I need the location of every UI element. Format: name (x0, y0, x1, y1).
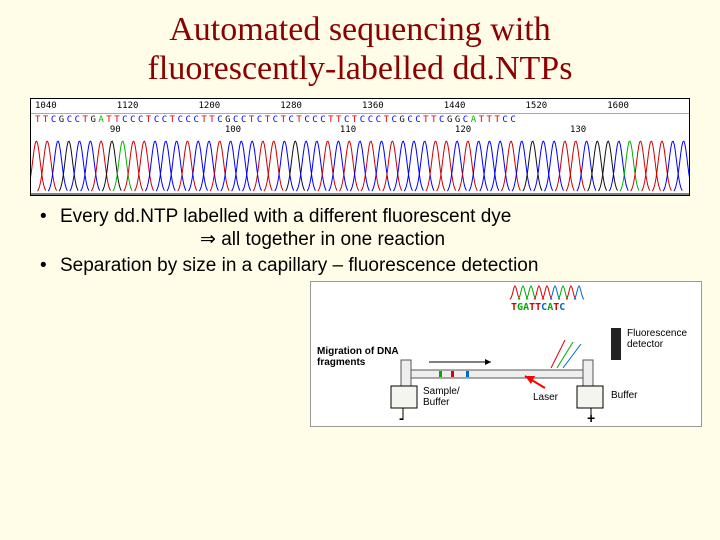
bullet-dot: • (40, 206, 60, 251)
title-line-2: fluorescently-labelled dd.NTPs (148, 50, 573, 87)
position-ruler: 10401120120012801360144015201600 (31, 99, 689, 114)
base-index-row: 90100110120130 (31, 125, 689, 137)
bullet-1: • Every dd.NTP labelled with a different… (40, 206, 690, 251)
bullet-2-text: Separation by size in a capillary – fluo… (60, 255, 538, 276)
electrode-minus: - (399, 410, 404, 426)
electropherogram-panel: 10401120120012801360144015201600 TTCGCCT… (30, 98, 690, 196)
bullet-1-sub: ⇒ all together in one reaction (200, 228, 445, 251)
base-calls: TTCGCCTGATTCCCTCCTCCCTTCGCCTCTCTCTCCCTTC… (31, 114, 689, 125)
bullet-dot: • (40, 255, 60, 277)
laser-label: Laser (533, 392, 558, 403)
detector-label: Fluorescence detector (627, 328, 687, 350)
electrode-plus: + (587, 410, 595, 426)
title-line-1: Automated sequencing with (169, 11, 550, 48)
migration-label: Migration of DNA fragments (317, 346, 399, 368)
slide-title: Automated sequencing with fluorescently-… (30, 10, 690, 88)
sample-buffer-label: Sample/ Buffer (423, 386, 460, 408)
buffer-label: Buffer (611, 390, 638, 401)
bullet-1-text: Every dd.NTP labelled with a different f… (60, 206, 511, 227)
capillary-diagram: TGATTCATC Migration of DNA fragments Sam… (310, 281, 702, 427)
mini-sequence: TGATTCATC (511, 302, 565, 313)
bullet-2: • Separation by size in a capillary – fl… (40, 255, 690, 277)
trace-plot (31, 137, 689, 195)
bullet-list: • Every dd.NTP labelled with a different… (40, 206, 690, 277)
